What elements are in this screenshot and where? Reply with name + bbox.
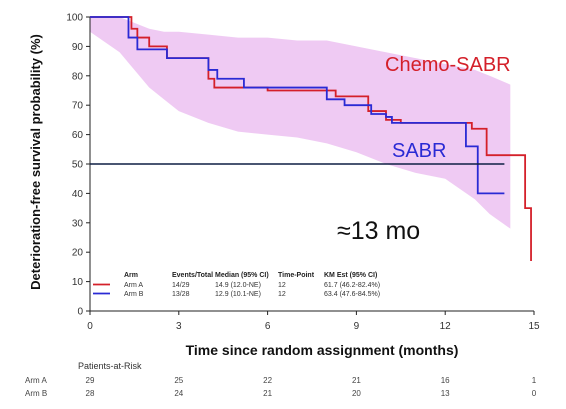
risk-cell: 25: [174, 376, 183, 385]
series-line-arm-a: [90, 16, 532, 262]
y-axis-label: Deterioration-free survival probability …: [28, 34, 43, 290]
legend-header: Median (95% CI): [215, 272, 269, 279]
risk-cell: 1: [532, 376, 537, 385]
x-tick-label: 6: [265, 321, 271, 332]
x-tick-label: 15: [528, 321, 540, 332]
risk-cell: 24: [174, 389, 183, 398]
legend-cell: 12.9 (10.1-NE): [215, 291, 261, 298]
annotation-sabr: SABR: [392, 140, 446, 162]
legend-header: Time-Point: [278, 272, 315, 279]
risk-cell: 21: [263, 389, 272, 398]
annotation-median-time: ≈13 mo: [337, 217, 420, 245]
risk-cell: 0: [532, 389, 537, 398]
risk-cell: 13: [441, 389, 450, 398]
risk-table-title: Patients-at-Risk: [78, 361, 142, 371]
x-tick-label: 3: [176, 321, 182, 332]
risk-cell: 21: [352, 376, 361, 385]
legend-cell: 13/28: [172, 291, 190, 298]
legend-cell: 12: [278, 282, 286, 289]
series-line-arm-b: [90, 16, 505, 195]
legend-header: KM Est (95% CI): [324, 272, 377, 279]
y-tick-label: 90: [72, 42, 84, 53]
patients-at-risk-table: Patients-at-Risk Arm A 29 25 22 21 16 1 Arm B 28 2…: [25, 361, 537, 398]
risk-cell: 29: [86, 376, 95, 385]
legend-cell: 63.4 (47.6-84.5%): [324, 291, 380, 298]
legend-cell: 12: [278, 291, 286, 298]
risk-cell: 20: [352, 389, 361, 398]
y-tick-label: 60: [72, 130, 84, 141]
legend-cell: 14.9 (12.0-NE): [215, 282, 261, 289]
x-axis-label: Time since random assignment (months): [186, 342, 459, 358]
series-layer: [90, 16, 532, 262]
legend-cell: 14/29: [172, 282, 190, 289]
legend-header: Arm: [124, 272, 138, 279]
legend-cell: 61.7 (46.2-82.4%): [324, 282, 380, 289]
y-tick-label: 100: [66, 13, 83, 24]
legend-table: Arm Events/Total Median (95% CI) Time-Point…: [93, 272, 380, 298]
x-tick-label: 0: [87, 321, 93, 332]
legend-header: Events/Total: [172, 272, 213, 279]
y-tick-label: 0: [77, 307, 83, 318]
risk-cell: 22: [263, 376, 272, 385]
risk-cell: 16: [441, 376, 450, 385]
y-tick-label: 10: [72, 277, 84, 288]
legend-cell: Arm A: [124, 282, 143, 289]
annotation-chemo-sabr: Chemo-SABR: [385, 54, 511, 76]
y-tick-label: 50: [72, 160, 84, 171]
risk-row-label: Arm A: [25, 376, 47, 385]
y-tick-label: 70: [72, 101, 84, 112]
risk-cell: 28: [86, 389, 95, 398]
legend-cell: Arm B: [124, 291, 144, 298]
confidence-band-layer: [90, 17, 511, 229]
axes-layer: 0 10 20 30 40 50 60 70 80 90 100 0 3 6 9 12 15: [66, 13, 540, 333]
confidence-band: [90, 17, 511, 229]
y-tick-label: 20: [72, 248, 84, 259]
y-tick-label: 80: [72, 71, 84, 82]
x-tick-label: 12: [440, 321, 452, 332]
y-tick-label: 30: [72, 218, 84, 229]
x-tick-label: 9: [354, 321, 360, 332]
y-tick-label: 40: [72, 189, 84, 200]
risk-row-label: Arm B: [25, 389, 47, 398]
